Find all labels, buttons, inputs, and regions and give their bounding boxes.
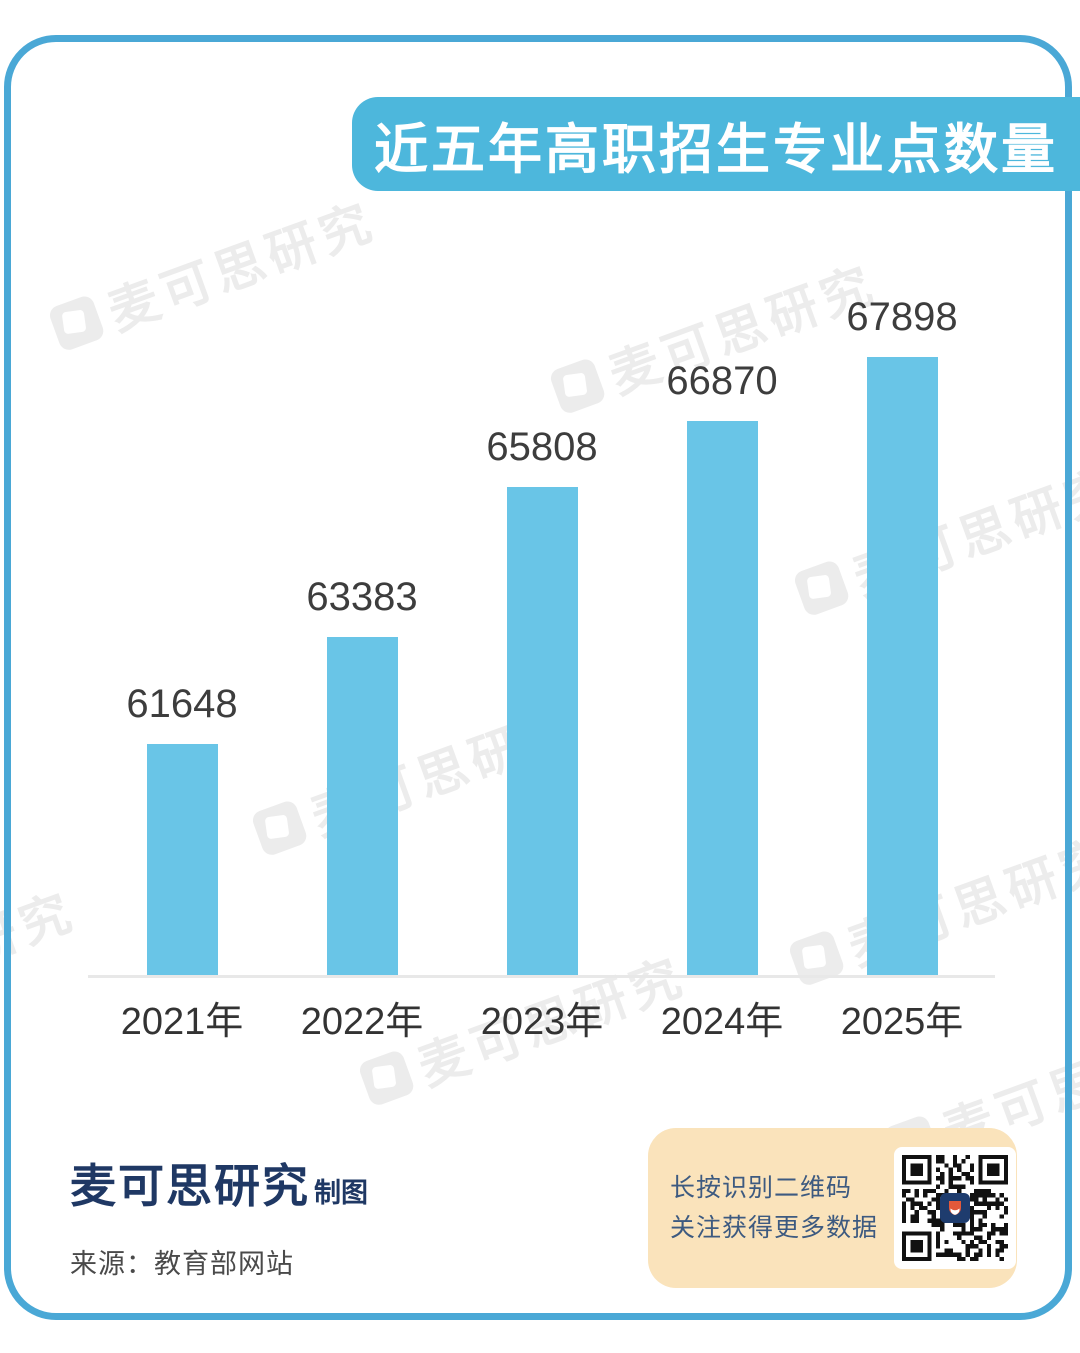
x-axis-label: 2022年 bbox=[300, 1001, 424, 1043]
brand-row: 麦可思研究 制图 bbox=[70, 1150, 368, 1216]
bar-value-label: 61648 bbox=[126, 682, 238, 726]
x-axis-label: 2025年 bbox=[840, 1001, 964, 1043]
bar-2024年 bbox=[686, 421, 758, 975]
bar-value-label: 65808 bbox=[486, 425, 598, 469]
x-axis-label: 2021年 bbox=[120, 1001, 244, 1043]
brand-name: 麦可思研究 bbox=[70, 1160, 310, 1212]
shield-icon bbox=[949, 1201, 962, 1215]
bar-2025年 bbox=[866, 357, 938, 975]
x-axis-label: 2024年 bbox=[660, 1001, 784, 1043]
bar-value-label: 66870 bbox=[666, 359, 778, 403]
qr-panel: 长按识别二维码 关注获得更多数据 bbox=[648, 1128, 1017, 1288]
qr-code-image bbox=[902, 1155, 1009, 1261]
bar-2021年 bbox=[146, 744, 218, 975]
bar-value-label: 63383 bbox=[306, 575, 418, 619]
chart-title: 近五年高职招生专业点数量 bbox=[374, 119, 1058, 180]
qr-code bbox=[894, 1147, 1017, 1269]
bar-value-label: 67898 bbox=[846, 295, 958, 339]
qr-instructions: 长按识别二维码 关注获得更多数据 bbox=[670, 1168, 878, 1248]
x-axis-line bbox=[88, 975, 995, 978]
bar-2023年 bbox=[506, 487, 578, 975]
qr-center-logo bbox=[940, 1193, 971, 1223]
footer-credits: 麦可思研究 制图 来源：教育部网站 bbox=[70, 1150, 368, 1281]
qr-instruction-line1: 长按识别二维码 bbox=[670, 1174, 853, 1202]
x-axis-label: 2023年 bbox=[480, 1001, 604, 1043]
bar-2022年 bbox=[326, 637, 398, 975]
title-banner: 近五年高职招生专业点数量 bbox=[352, 97, 1080, 191]
data-source: 来源：教育部网站 bbox=[70, 1249, 294, 1279]
qr-instruction-line2: 关注获得更多数据 bbox=[670, 1214, 879, 1242]
brand-suffix: 制图 bbox=[314, 1178, 368, 1208]
